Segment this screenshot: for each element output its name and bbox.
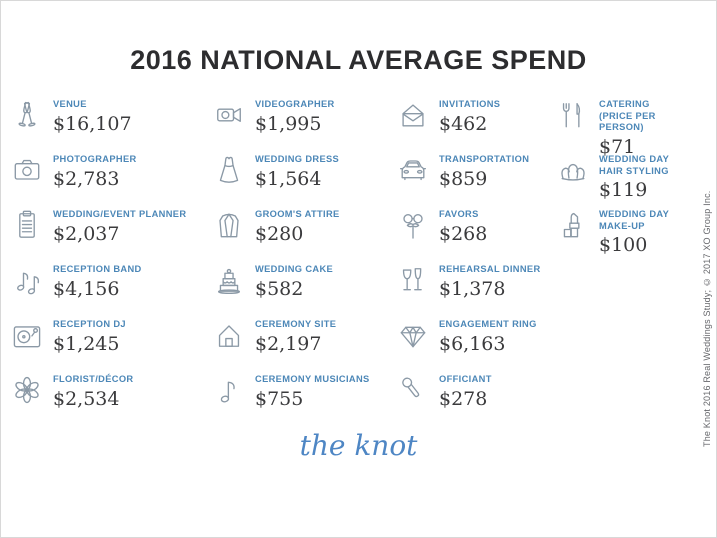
category-label: ENGAGEMENT RING: [439, 319, 537, 329]
amount-value: $859: [439, 167, 488, 190]
spend-item-transportation: TRANSPORTATION $859: [395, 152, 555, 207]
flower-icon: [9, 372, 45, 408]
wedding-dress-icon: [211, 152, 247, 188]
diamond-icon: [395, 317, 431, 353]
amount-value: $755: [255, 387, 304, 410]
amount-value: $2,534: [53, 387, 120, 410]
category-label: WEDDING DAY MAKE-UP: [599, 209, 670, 231]
amount-value: $2,197: [255, 332, 322, 355]
amount-value: $4,156: [53, 277, 120, 300]
amount-value: $582: [255, 277, 304, 300]
spend-item-hair-styling: WEDDING DAY HAIR STYLING $119: [555, 152, 697, 207]
amount-value: $280: [255, 222, 304, 245]
amount-value: $2,037: [53, 222, 120, 245]
envelope-icon: [395, 97, 431, 133]
category-label: VENUE: [53, 99, 87, 109]
dinner-glasses-icon: [395, 262, 431, 298]
amount-value: $462: [439, 112, 488, 135]
amount-value: $71: [599, 135, 636, 158]
spend-item-venue: VENUE $16,107: [9, 97, 211, 152]
spend-item-wedding-event-planner: WEDDING/EVENT PLANNER $2,037: [9, 207, 211, 262]
category-label: FAVORS: [439, 209, 479, 219]
category-label: TRANSPORTATION: [439, 154, 530, 164]
suit-jacket-icon: [211, 207, 247, 243]
champagne-glasses-icon: [9, 97, 45, 133]
amount-value: $278: [439, 387, 488, 410]
microphone-icon: [395, 372, 431, 408]
spend-item-officiant: OFFICIANT $278: [395, 372, 555, 427]
spend-item-grooms-attire: GROOM'S ATTIRE $280: [211, 207, 395, 262]
category-label: CEREMONY SITE: [255, 319, 337, 329]
spend-item-florist-decor: FLORIST/DÉCOR $2,534: [9, 372, 211, 427]
category-label: FLORIST/DÉCOR: [53, 374, 134, 384]
fork-knife-icon: [555, 97, 591, 133]
amount-value: $268: [439, 222, 488, 245]
spend-item-reception-band: RECEPTION BAND $4,156: [9, 262, 211, 317]
video-camera-icon: [211, 97, 247, 133]
amount-value: $119: [599, 179, 648, 202]
column-1: VENUE $16,107 PHOTOGRAPHER $2,783: [9, 97, 211, 427]
amount-value: $1,995: [255, 112, 322, 135]
spend-item-reception-dj: RECEPTION DJ $1,245: [9, 317, 211, 372]
house-icon: [211, 317, 247, 353]
spend-item-ceremony-site: CEREMONY SITE $2,197: [211, 317, 395, 372]
tiered-cake-icon: [211, 262, 247, 298]
spend-item-wedding-dress: WEDDING DRESS $1,564: [211, 152, 395, 207]
lipstick-icon: [555, 207, 591, 243]
camera-icon: [9, 152, 45, 188]
page-title: 2016 NATIONAL AVERAGE SPEND: [130, 45, 587, 75]
spend-item-photographer: PHOTOGRAPHER $2,783: [9, 152, 211, 207]
category-label: GROOM'S ATTIRE: [255, 209, 340, 219]
category-label: RECEPTION DJ: [53, 319, 126, 329]
amount-value: $16,107: [53, 112, 132, 135]
car-icon: [395, 152, 431, 188]
category-label: INVITATIONS: [439, 99, 501, 109]
disguise-glasses-icon: [395, 207, 431, 243]
turntable-icon: [9, 317, 45, 353]
category-label: REHEARSAL DINNER: [439, 264, 541, 274]
spend-item-videographer: VIDEOGRAPHER $1,995: [211, 97, 395, 152]
column-2: VIDEOGRAPHER $1,995 WEDDING DRESS $1,564: [211, 97, 395, 427]
amount-value: $2,783: [53, 167, 120, 190]
spend-item-catering: CATERING (PRICE PER PERSON) $71: [555, 97, 697, 158]
attribution-text: The Knot 2016 Real Weddings Study; © 201…: [702, 190, 712, 447]
category-label: PHOTOGRAPHER: [53, 154, 137, 164]
the-knot-logo: the knot: [299, 429, 418, 462]
category-label: WEDDING/EVENT PLANNER: [53, 209, 187, 219]
spend-item-invitations: INVITATIONS $462: [395, 97, 555, 152]
category-label: CATERING (PRICE PER PERSON): [599, 99, 656, 133]
spend-item-favors: FAVORS $268: [395, 207, 555, 262]
spend-item-wedding-cake: WEDDING CAKE $582: [211, 262, 395, 317]
music-note-icon: [211, 372, 247, 408]
category-label: WEDDING DRESS: [255, 154, 340, 164]
category-label: WEDDING CAKE: [255, 264, 334, 274]
music-notes-icon: [9, 262, 45, 298]
spend-grid: VENUE $16,107 PHOTOGRAPHER $2,783: [9, 97, 697, 427]
amount-value: $1,564: [255, 167, 322, 190]
category-label: CEREMONY MUSICIANS: [255, 374, 370, 384]
spend-item-rehearsal-dinner: REHEARSAL DINNER $1,378: [395, 262, 555, 317]
category-label: WEDDING DAY HAIR STYLING: [599, 154, 670, 176]
category-label: OFFICIANT: [439, 374, 492, 384]
column-4: CATERING (PRICE PER PERSON) $71 WEDDING …: [555, 97, 697, 427]
spend-item-make-up: WEDDING DAY MAKE-UP $100: [555, 207, 697, 262]
spend-item-ceremony-musicians: CEREMONY MUSICIANS $755: [211, 372, 395, 427]
column-3: INVITATIONS $462 TRANSPORTATION: [395, 97, 555, 427]
amount-value: $100: [599, 234, 648, 257]
amount-value: $6,163: [439, 332, 506, 355]
amount-value: $1,378: [439, 277, 506, 300]
clipboard-icon: [9, 207, 45, 243]
category-label: VIDEOGRAPHER: [255, 99, 335, 109]
spend-item-engagement-ring: ENGAGEMENT RING $6,163: [395, 317, 555, 372]
amount-value: $1,245: [53, 332, 120, 355]
tiara-icon: [555, 152, 591, 188]
category-label: RECEPTION BAND: [53, 264, 142, 274]
